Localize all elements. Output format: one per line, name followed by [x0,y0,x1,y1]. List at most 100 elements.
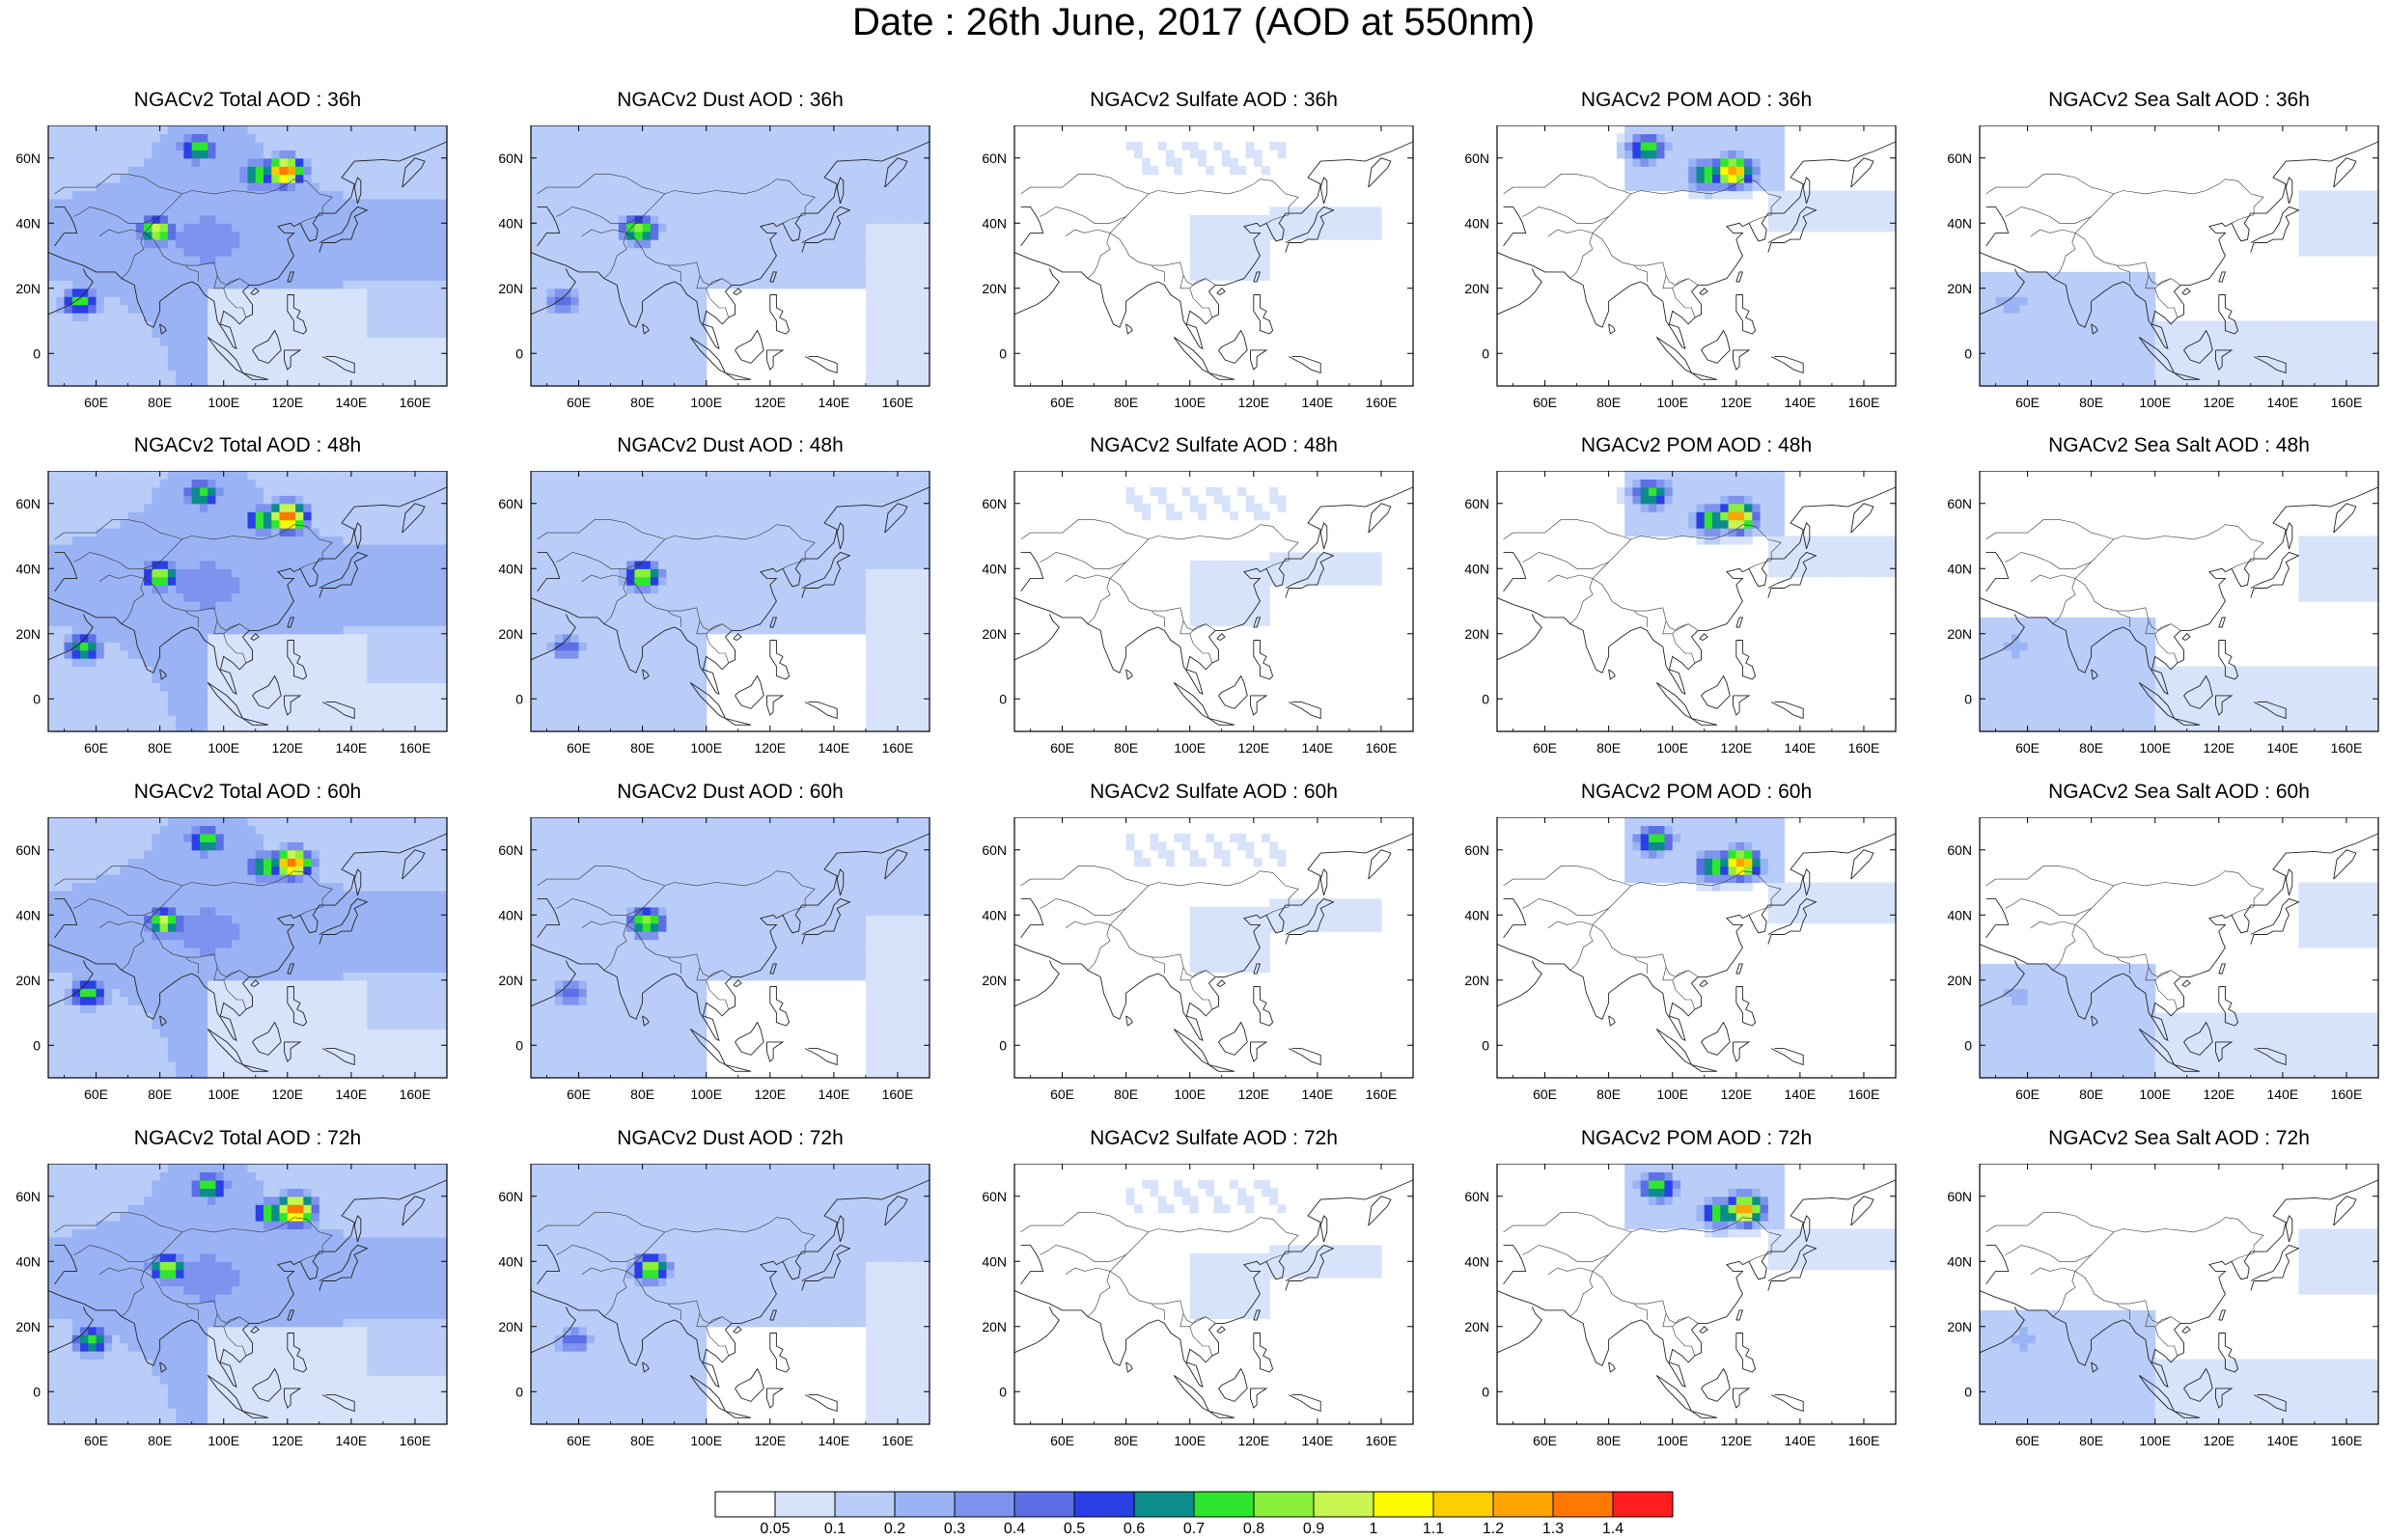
aod-cell [2314,247,2323,257]
aod-cell [2067,353,2076,363]
aod-cell [1704,133,1713,143]
aod-cell [889,280,899,289]
border-line [556,206,643,224]
aod-cell [1872,223,1881,233]
aod-cell [64,157,73,167]
aod-cell [849,231,859,240]
aod-cell [208,649,217,659]
aod-cell [690,353,700,363]
aod-field [531,125,930,387]
aod-cell [2115,328,2124,338]
aod-cell [144,568,153,578]
aod-cell [144,280,153,289]
aod-cell [375,247,384,257]
aod-cell [2003,361,2012,371]
aod-cell [414,263,424,273]
aod-cell [152,649,161,659]
aod-cell [399,206,408,216]
aod-cell [2051,344,2061,354]
aod-cell [199,198,208,207]
aod-cell [112,649,121,659]
aod-cell [586,256,596,265]
aod-cell [215,214,225,224]
aod-cell [674,304,683,314]
aod-cell [295,247,304,257]
aod-cell [913,361,923,371]
aod-cell [595,157,603,167]
aod-cell [586,271,596,281]
aod-cell [367,320,376,330]
aod-cell [578,198,588,207]
aod-cell [666,190,676,200]
aod-cell [359,271,368,281]
aod-cell [2098,280,2108,289]
aod-cell [279,353,289,363]
aod-cell [2051,313,2061,322]
aod-cell [681,328,691,338]
aod-cell [2067,313,2076,322]
aod-cell [359,370,368,379]
aod-cell [423,182,432,192]
aod-cell [367,150,376,159]
aod-cell [1624,166,1634,176]
aod-cell [359,320,368,330]
aod-cell [793,198,803,207]
aod-cell [80,198,89,207]
aod-cell [1373,223,1382,233]
aod-cell [1712,133,1721,143]
aod-cell [674,328,683,338]
aod-cell [120,133,129,143]
aod-cell [1213,271,1223,281]
aod-cell [1688,133,1698,143]
aod-cell [2370,320,2379,330]
aod-cell [2098,370,2108,379]
aod-cell [1712,157,1721,167]
aod-cell [64,223,73,233]
aod-cell [375,198,384,207]
aod-cell [56,256,66,265]
aod-cell [2139,328,2149,338]
aod-cell [271,263,281,273]
aod-cell [191,633,201,643]
aod-cell [176,231,185,240]
aod-cell [64,560,73,569]
aod-cell [825,190,835,200]
aod-cell [1696,133,1706,143]
aod-cell [120,503,129,512]
aod-cell [2027,280,2037,289]
aod-cell [1341,214,1350,224]
aod-cell [127,536,137,545]
aod-cell [264,256,272,265]
aod-cell [554,182,564,192]
aod-cell [2338,190,2347,200]
aod-cell [658,353,668,363]
aod-cell [706,271,715,281]
aod-cell [2083,328,2093,338]
aod-cell [2043,280,2052,289]
aod-cell [690,223,700,233]
aod-cell [303,370,313,379]
aod-cell [1688,182,1698,192]
aod-cell [176,247,185,257]
aod-cell [2210,328,2220,338]
aod-cell [2027,296,2037,306]
aod-cell [96,304,105,314]
aod-cell [88,471,97,481]
border-line [1985,174,2114,195]
aod-cell [913,150,923,159]
aod-cell [56,674,66,683]
aod-cell [199,690,208,700]
aod-cell [264,190,272,200]
aod-cell [287,150,296,159]
aod-cell [56,568,66,578]
aod-cell [438,377,448,387]
aod-cell [2130,344,2140,354]
aod-cell [674,337,683,346]
aod-cell [634,288,644,297]
aod-cell [1277,206,1287,216]
aod-cell [1213,214,1223,224]
aod-cell [343,370,352,379]
aod-cell [215,223,225,233]
aod-cell [2282,361,2291,371]
lon-label: 140E [336,395,368,410]
